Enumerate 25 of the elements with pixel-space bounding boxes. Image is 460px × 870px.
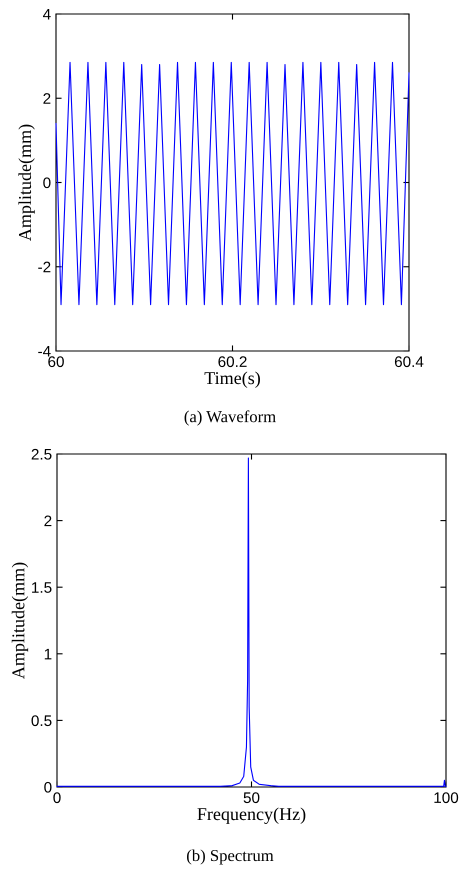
x-tick-label: 60.4 bbox=[394, 356, 424, 368]
y-tick-label: 1 bbox=[44, 648, 52, 660]
y-tick-label: 0.5 bbox=[32, 715, 52, 726]
y-tick-label: 2 bbox=[43, 93, 50, 104]
line-series bbox=[55, 62, 410, 306]
y-axis-title: Amplitude(mm) bbox=[12, 562, 28, 679]
x-axis-title: Time(s) bbox=[204, 371, 260, 388]
y-tick-label: -2 bbox=[38, 262, 50, 272]
x-tick-label: 100 bbox=[434, 792, 458, 804]
x-tick-label: 50 bbox=[244, 792, 260, 804]
y-axis-title: Amplitude(mm) bbox=[18, 124, 35, 241]
x-tick-label: 60 bbox=[48, 356, 64, 368]
text: (a) Waveform bbox=[184, 410, 276, 426]
y-tick-label: 4 bbox=[42, 9, 51, 20]
text: (b) Spectrum bbox=[186, 849, 274, 865]
y-tick-label: 0 bbox=[43, 177, 51, 188]
y-tick-label: 2 bbox=[44, 515, 52, 526]
line-series bbox=[56, 457, 447, 787]
y-tick-label: 0 bbox=[44, 782, 52, 793]
x-tick-label: 60.2 bbox=[218, 356, 247, 368]
y-tick-label: 2.5 bbox=[32, 448, 52, 460]
x-axis-title: Frequency(Hz) bbox=[197, 807, 306, 824]
y-tick-label: -4 bbox=[38, 346, 51, 357]
x-tick-label: 0 bbox=[53, 792, 61, 804]
y-tick-label: 1.5 bbox=[32, 582, 52, 593]
